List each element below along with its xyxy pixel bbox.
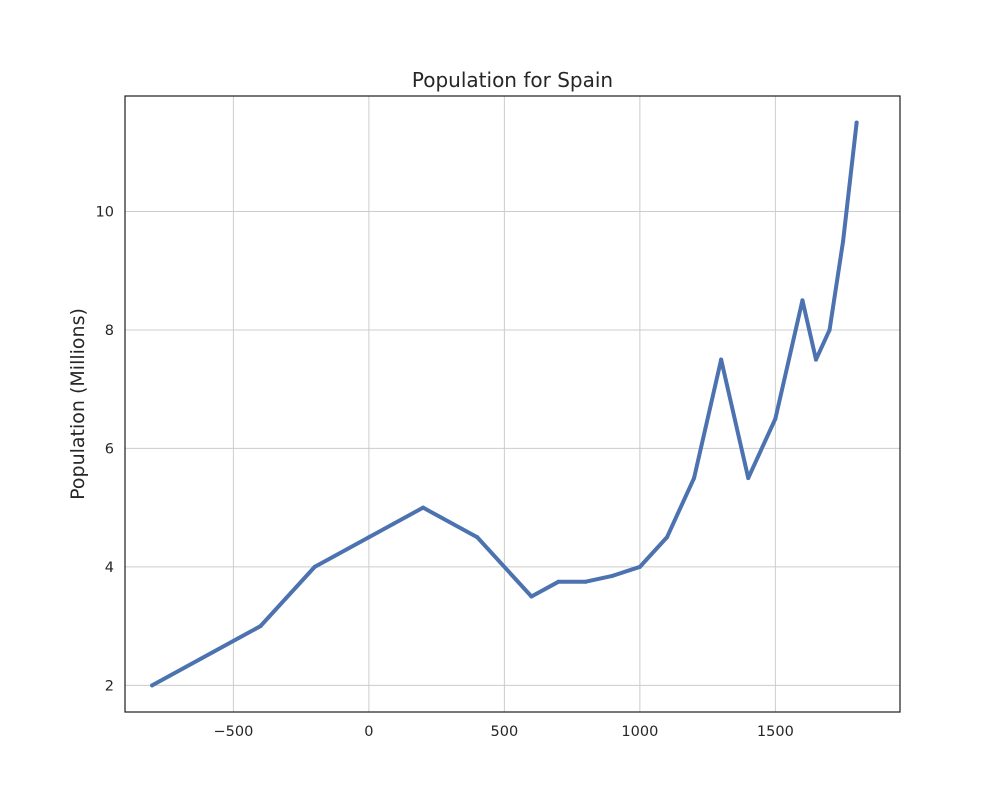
data-point xyxy=(827,327,832,332)
data-point xyxy=(150,683,155,688)
plot-frame xyxy=(124,95,901,713)
y-tick-label: 8 xyxy=(105,323,114,339)
data-point xyxy=(556,579,561,584)
data-point xyxy=(610,573,615,578)
series-layer xyxy=(150,120,859,688)
data-point xyxy=(664,535,669,540)
data-point xyxy=(813,357,818,362)
grid-lines xyxy=(125,96,900,712)
data-point xyxy=(258,624,263,629)
data-point xyxy=(421,505,426,510)
data-point xyxy=(475,535,480,540)
y-axis-label: Population (Millions) xyxy=(67,308,89,500)
y-tick-label: 4 xyxy=(105,560,114,576)
data-point xyxy=(854,120,859,125)
y-tick-label: 6 xyxy=(105,441,114,457)
data-point xyxy=(692,476,697,481)
data-point xyxy=(800,298,805,303)
tick-labels: −500 0 500 1000 1500 2 4 6 8 10 xyxy=(96,205,794,741)
data-point xyxy=(773,416,778,421)
y-tick-label: 10 xyxy=(96,205,114,221)
x-tick-label: 1000 xyxy=(621,724,658,740)
data-point xyxy=(312,564,317,569)
x-tick-label: 0 xyxy=(364,724,373,740)
data-point xyxy=(583,579,588,584)
x-tick-label: 500 xyxy=(491,724,519,740)
chart-title: Population for Spain xyxy=(412,68,613,92)
data-point xyxy=(746,476,751,481)
data-point xyxy=(719,357,724,362)
data-point xyxy=(529,594,534,599)
x-tick-label: 1500 xyxy=(757,724,794,740)
y-tick-label: 2 xyxy=(105,678,114,694)
data-point xyxy=(366,535,371,540)
data-point xyxy=(637,564,642,569)
data-point xyxy=(841,239,846,244)
x-tick-label: −500 xyxy=(213,724,253,740)
